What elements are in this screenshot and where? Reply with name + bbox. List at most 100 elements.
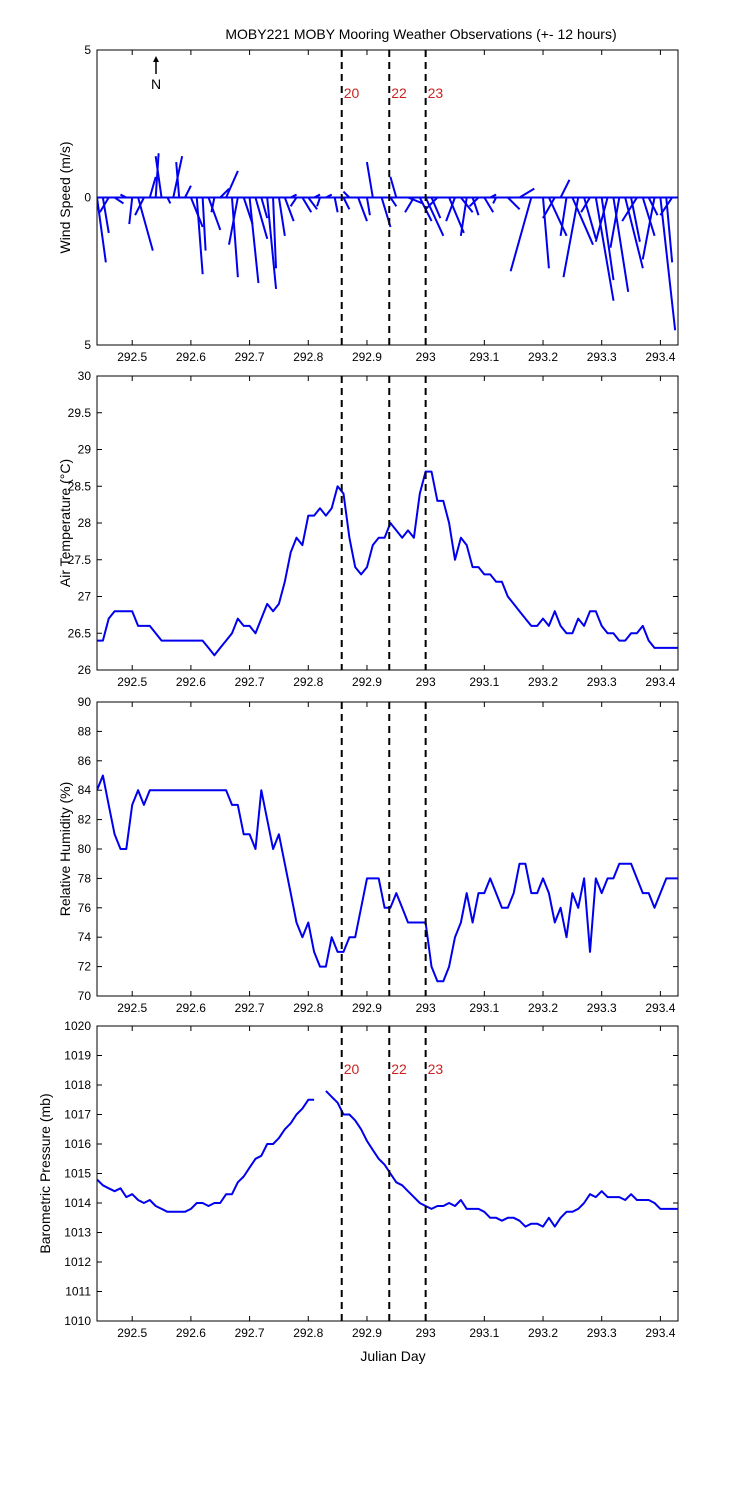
north-label: N xyxy=(151,76,161,92)
x-tick-label: 292.6 xyxy=(176,675,206,689)
wind-vector xyxy=(659,196,673,216)
x-tick-label: 293.4 xyxy=(645,1326,675,1340)
y-tick-label: 84 xyxy=(78,783,92,797)
wind-vector xyxy=(101,197,110,234)
wind-vector xyxy=(580,196,591,213)
wind-vector xyxy=(424,197,445,237)
x-tick-label: 292.8 xyxy=(293,350,323,364)
y-tick-label: 29.5 xyxy=(68,406,92,420)
y-tick-label: 1019 xyxy=(64,1049,91,1063)
wind-vector xyxy=(509,197,533,272)
y-tick-label: 28.5 xyxy=(68,479,92,493)
x-tick-label: 293 xyxy=(416,1326,436,1340)
y-tick-label: 0 xyxy=(84,191,91,205)
wind-vector xyxy=(365,197,371,216)
y-tick-label: 27 xyxy=(78,590,92,604)
wind-vector xyxy=(225,170,239,198)
x-tick-label: 292.9 xyxy=(352,675,382,689)
wind-vector xyxy=(641,197,656,237)
x-tick-label: 293.3 xyxy=(587,675,617,689)
x-tick-label: 292.7 xyxy=(235,675,265,689)
wind-vector xyxy=(195,197,204,275)
x-tick-label: 293.2 xyxy=(528,1001,558,1015)
data-line xyxy=(97,470,678,657)
y-tick-label: 5 xyxy=(84,43,91,57)
x-tick-label: 292.9 xyxy=(352,1326,382,1340)
y-tick-label: 1020 xyxy=(64,1019,91,1033)
wind-vector xyxy=(562,197,580,278)
panel-1: 292.5 292.6 292.7 292.8 292.9 293 293.1 293.2 29… xyxy=(57,43,679,364)
x-tick-label: 292.5 xyxy=(117,1001,147,1015)
wind-vector xyxy=(389,176,398,198)
x-tick-label: 292.5 xyxy=(117,675,147,689)
wind-vector xyxy=(266,197,278,290)
y-tick-label: 1018 xyxy=(64,1078,91,1092)
wind-vector xyxy=(201,197,207,251)
y-tick-label: 88 xyxy=(78,724,92,738)
wind-vector xyxy=(254,197,269,240)
wind-vector xyxy=(307,196,318,210)
wind-vector xyxy=(301,196,313,213)
x-tick-label: 293.2 xyxy=(528,675,558,689)
x-tick-label: 293.3 xyxy=(587,350,617,364)
wind-vector xyxy=(404,196,415,213)
x-tick-label: 292.9 xyxy=(352,350,382,364)
x-tick-label: 292.8 xyxy=(293,1326,323,1340)
wind-vector xyxy=(333,197,339,213)
x-tick-label: 293.2 xyxy=(528,350,558,364)
wind-vector xyxy=(289,196,298,207)
wind-vector xyxy=(445,197,456,222)
marker-label: 22 xyxy=(391,85,407,101)
x-tick-label: 292.5 xyxy=(117,1326,147,1340)
wind-vector xyxy=(492,197,497,204)
y-tick-label: 72 xyxy=(78,960,92,974)
wind-vector xyxy=(277,197,286,237)
wind-vector xyxy=(290,193,298,199)
plot-area xyxy=(97,774,678,983)
x-tick-label: 293.2 xyxy=(528,1326,558,1340)
wind-vector xyxy=(483,196,495,213)
plot-area xyxy=(97,470,678,657)
y-tick-label: 70 xyxy=(78,989,92,1003)
wind-vector xyxy=(313,193,321,199)
plot-area xyxy=(97,1090,678,1228)
wind-vector xyxy=(175,162,181,198)
y-tick-label: 27.5 xyxy=(68,553,92,567)
y-tick-label: 1011 xyxy=(65,1285,91,1299)
x-tick-label: 292.9 xyxy=(352,1001,382,1015)
panel-4: 292.5 292.6 292.7 292.8 292.9 293 293.1 293.2 29… xyxy=(37,1019,679,1340)
wind-vector xyxy=(189,197,204,228)
x-tick-label: 293 xyxy=(416,350,436,364)
wind-vector xyxy=(230,197,239,278)
wind-vector xyxy=(542,197,556,219)
data-line xyxy=(325,1090,678,1228)
marker-label: 20 xyxy=(344,1061,360,1077)
plot-area xyxy=(97,153,678,331)
wind-vector xyxy=(407,196,424,205)
wind-vector xyxy=(621,196,638,222)
wind-vector xyxy=(489,193,497,199)
y-axis-label: Air Temperature (°C) xyxy=(57,459,73,587)
wind-vector xyxy=(154,156,163,198)
y-tick-label: 26.5 xyxy=(68,626,92,640)
wind-vector xyxy=(154,153,160,198)
wind-vector xyxy=(609,197,621,248)
y-tick-label: 82 xyxy=(78,813,92,827)
wind-vector xyxy=(207,197,222,231)
y-tick-label: 1013 xyxy=(64,1226,91,1240)
y-tick-label: 1015 xyxy=(64,1167,91,1181)
wind-vector xyxy=(424,196,439,211)
panel-2: 292.5 292.6 292.7 292.8 292.9 293 293.1 293.2 29… xyxy=(57,369,679,689)
x-tick-label: 293.4 xyxy=(645,1001,675,1015)
x-tick-label: 292.6 xyxy=(176,1326,206,1340)
y-tick-label: 26 xyxy=(78,663,92,677)
wind-vector xyxy=(272,197,278,269)
wind-vector xyxy=(99,196,110,213)
y-tick-label: 80 xyxy=(78,842,92,856)
y-tick-label: 90 xyxy=(78,695,92,709)
wind-vector xyxy=(365,161,374,198)
x-tick-label: 292.5 xyxy=(117,350,147,364)
north-arrow-head xyxy=(153,56,159,62)
wind-vector xyxy=(471,197,480,216)
data-line xyxy=(97,1098,315,1213)
